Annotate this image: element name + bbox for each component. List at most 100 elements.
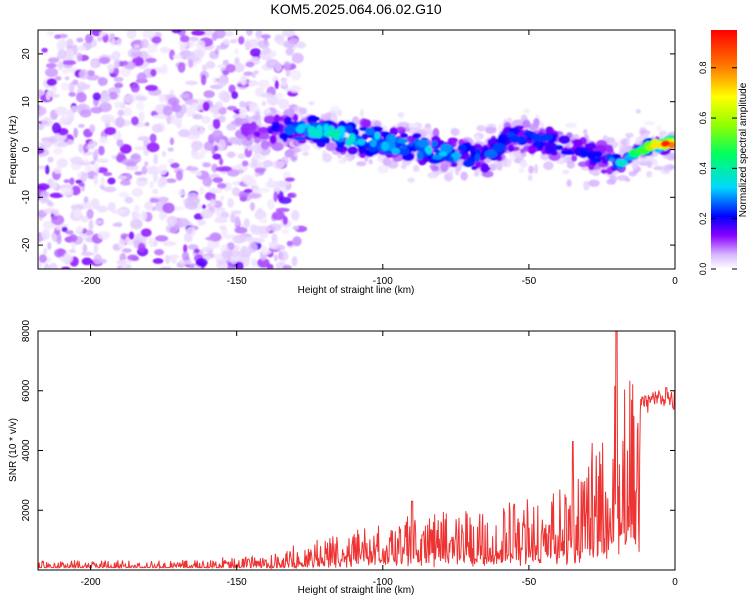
spectrogram-cell — [460, 171, 468, 181]
colorbar-tick-label: 0.4 — [698, 162, 708, 175]
spectrogram-cell — [250, 47, 262, 57]
spectrogram-cell — [400, 164, 407, 170]
spectrogram-cell — [186, 196, 201, 206]
spectrogram-cell — [202, 162, 212, 168]
spectrogram-cell — [407, 177, 415, 183]
spectrogram-cell — [118, 192, 130, 198]
spectrogram-cell — [195, 257, 208, 267]
spectrogram-cell — [220, 195, 225, 201]
spectrogram-cell — [65, 45, 75, 51]
spectrogram-cell — [234, 117, 244, 125]
spectrogram-cell — [47, 241, 52, 250]
spectrogram-cell — [267, 223, 282, 232]
spectrogram-cell — [381, 141, 390, 152]
spectrogram-cell — [113, 76, 124, 83]
spectrogram-cell — [391, 147, 401, 155]
spectrogram-cell — [92, 92, 102, 101]
spectrogram-cell — [97, 77, 108, 86]
spectrogram-cell — [243, 256, 250, 268]
spectrogram-cell — [82, 243, 87, 254]
spectrogram-cell — [497, 133, 507, 143]
spectrogram-cell — [624, 177, 631, 183]
spectrogram-cell — [193, 248, 200, 254]
spectrogram-cell — [117, 109, 125, 117]
spectrogram-cell — [96, 167, 108, 174]
spectrogram-cell — [275, 207, 290, 213]
spectrogram-cell — [128, 231, 135, 240]
spectrogram-cell — [337, 159, 348, 164]
spectrogram-cell — [96, 158, 109, 164]
spectrogram-cell — [607, 147, 614, 153]
spectrogram-cell — [227, 197, 234, 208]
spectrogram-cell — [149, 133, 157, 143]
spectrogram-cell — [533, 117, 540, 128]
spectrogram-cell — [615, 158, 628, 167]
spectrogram-cell — [98, 145, 105, 156]
spectrogram-cell — [78, 123, 85, 128]
spectrogram-cell — [138, 111, 145, 122]
spectrogram-cell — [602, 135, 608, 141]
spectrogram-cell — [51, 122, 62, 134]
x-tick-label: -100 — [373, 276, 393, 287]
spectrogram-cell — [69, 177, 75, 186]
spectrogram-cell — [416, 139, 430, 148]
spectrogram-cell — [593, 150, 603, 158]
spectrogram-cell — [283, 125, 297, 135]
spectrogram-cell — [191, 140, 203, 151]
spectrogram-cell — [122, 248, 132, 253]
spectrogram-cell — [291, 52, 304, 64]
spectrogram-cell — [43, 207, 56, 214]
spectrogram-cell — [208, 187, 223, 194]
spectrogram-cell — [299, 143, 311, 152]
spectrogram-cell — [45, 67, 59, 78]
x-tick-label: -150 — [227, 276, 247, 287]
spectrogram-cell — [265, 180, 280, 189]
spectrogram-cell — [440, 163, 449, 172]
spectrogram-cell — [179, 44, 188, 52]
spectrogram-cell — [234, 226, 248, 234]
spectrogram-cell — [97, 230, 111, 240]
spectrogram-cell — [78, 143, 84, 153]
spectrogram-cell — [273, 191, 278, 203]
spectrogram-cell — [260, 92, 273, 98]
spectrogram-cell — [116, 38, 122, 46]
spectrogram-cell — [84, 33, 93, 44]
spectrogram-cell — [61, 226, 68, 233]
spectrogram-cell — [107, 177, 116, 185]
spectrogram-cell — [246, 30, 253, 36]
spectrogram-cell — [649, 142, 663, 149]
spectrogram-cell — [145, 57, 157, 63]
spectrogram-cell — [134, 171, 143, 176]
y-tick-label: -10 — [21, 190, 32, 205]
spectrogram-cell — [226, 123, 237, 131]
spectrogram-cell — [38, 147, 45, 155]
spectrogram-cell — [130, 116, 139, 126]
spectrogram-cell — [457, 144, 467, 152]
spectrogram-cell — [141, 165, 148, 175]
spectrogram-y-label: Frequency (Hz) — [8, 116, 19, 185]
spectrogram-cell — [188, 57, 194, 69]
spectrogram-cell — [93, 243, 99, 254]
spectrogram-cell — [181, 251, 190, 261]
spectrogram-cell — [176, 217, 190, 227]
spectrogram-cell — [142, 30, 156, 39]
spectrogram-cell — [212, 118, 221, 130]
spectrogram-cell — [543, 161, 554, 171]
spectrogram-cell — [53, 147, 63, 155]
spectrogram-cell — [76, 37, 84, 43]
spectrogram-cell — [170, 162, 180, 169]
spectrogram-cell — [75, 225, 84, 233]
spectrogram-cell — [90, 106, 103, 114]
spectrogram-cell — [153, 114, 167, 119]
spectrogram-cell — [51, 84, 57, 94]
spectrogram-cell — [663, 164, 671, 172]
spectrogram-cell — [123, 94, 137, 104]
spectrogram-cell — [93, 174, 99, 186]
spectrogram-y-ticks: -20 -10 0 10 20 — [21, 48, 675, 252]
spectrogram-cell — [507, 144, 515, 153]
spectrogram-cell — [122, 107, 133, 116]
y-tick-label: 8000 — [21, 319, 32, 342]
spectrogram-cell — [90, 160, 96, 165]
spectrogram-cell — [299, 107, 307, 115]
